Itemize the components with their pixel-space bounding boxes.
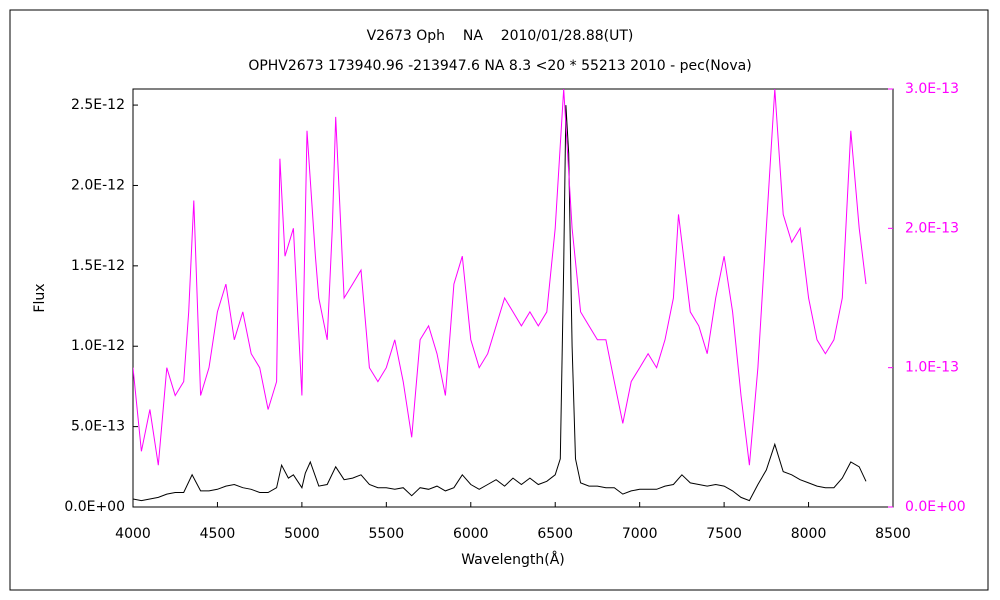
y-tick-label: 5.0E-13 [71,419,125,435]
y-tick-label: 2.0E-12 [71,177,125,193]
x-tick-label: 5500 [369,526,405,542]
y-tick-label: 1.5E-12 [71,258,125,274]
x-tick-label: 4500 [200,526,236,542]
x-tick-label: 8500 [875,526,911,542]
y2-tick-label: 2.0E-13 [905,220,959,236]
x-tick-label: 7500 [706,526,742,542]
y2-tick-label: 0.0E+00 [905,499,966,515]
spectrum-line [133,89,867,466]
x-tick-label: 6000 [453,526,489,542]
frame [9,9,989,591]
plot-area [132,88,894,508]
x-tick-label: 6500 [537,526,573,542]
y-axis-label: Flux [32,283,48,312]
x-axis-label: Wavelength(Å) [461,551,565,568]
y-tick-label: 2.5E-12 [71,97,125,113]
spectrum-line [133,105,867,502]
y-tick-label: 0.0E+00 [64,499,125,515]
chart-title: V2673 Oph NA 2010/01/28.88(UT) [367,28,634,44]
x-tick-label: 7000 [622,526,658,542]
x-tick-label: 4000 [115,526,151,542]
x-tick-label: 5000 [284,526,320,542]
y-tick-label: 1.0E-12 [71,338,125,354]
y2-tick-label: 1.0E-13 [905,360,959,376]
x-tick-label: 8000 [791,526,827,542]
y2-tick-label: 3.0E-13 [905,81,959,97]
chart-subtitle: OPHV2673 173940.96 -213947.6 NA 8.3 <20 … [248,58,751,74]
